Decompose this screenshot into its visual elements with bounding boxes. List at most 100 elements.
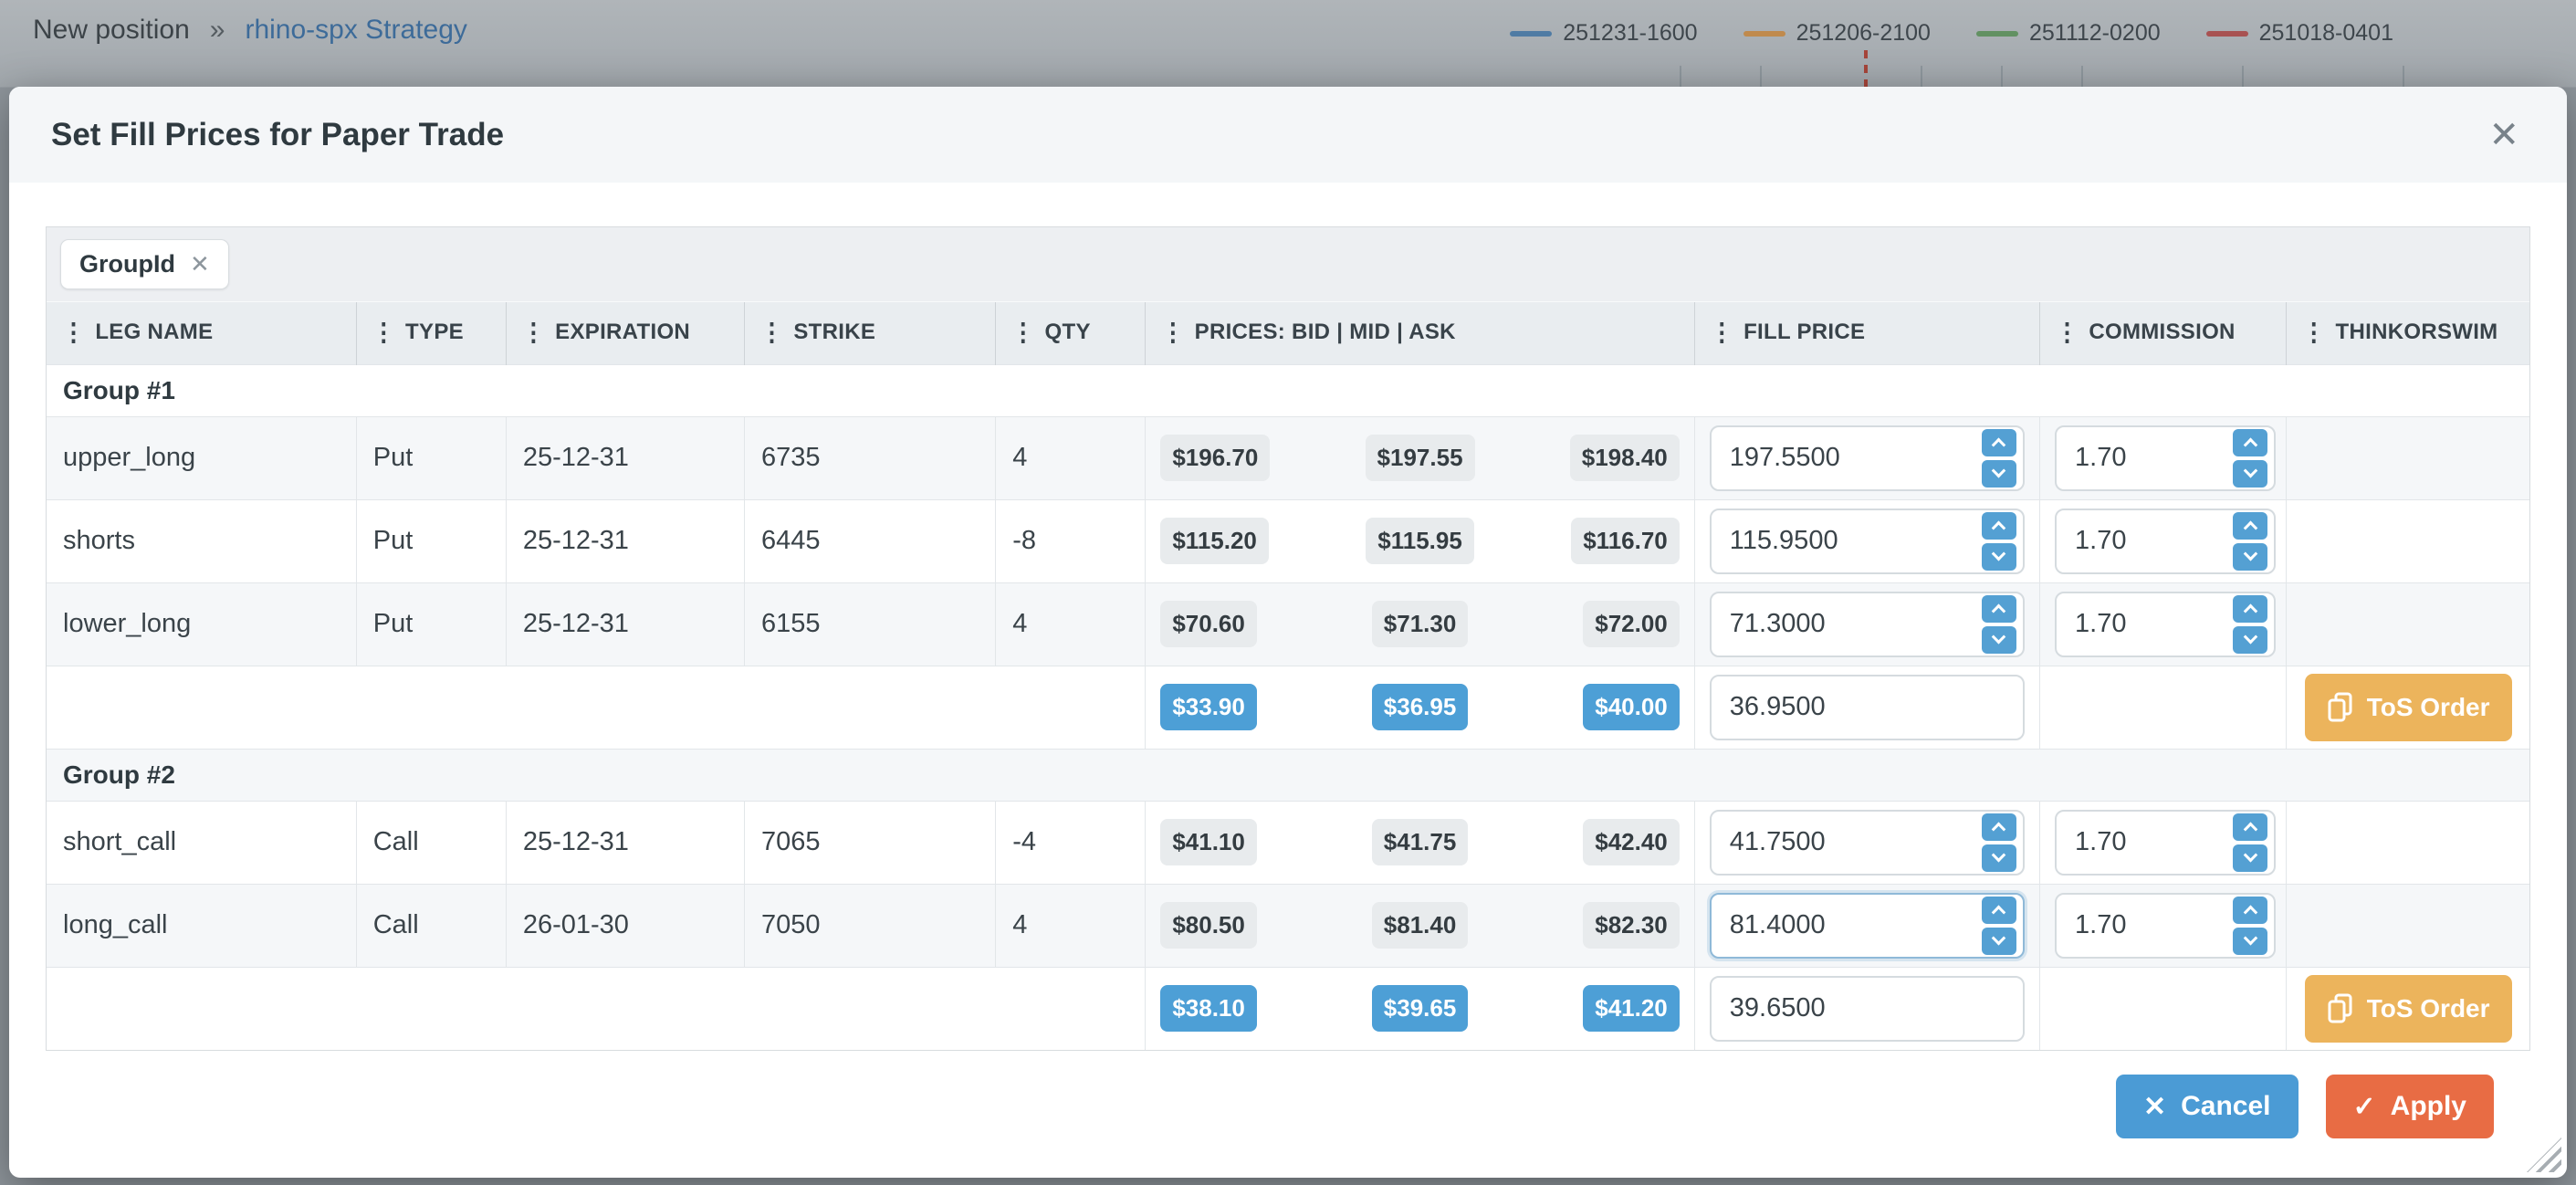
drag-handle-icon[interactable]: ⋮ — [2301, 319, 2327, 347]
spin-up-button[interactable] — [1981, 896, 2016, 924]
resize-grip-handle[interactable] — [2527, 1138, 2561, 1172]
spin-up-button[interactable] — [2233, 594, 2268, 623]
tos-order-button[interactable]: ToS Order — [2304, 974, 2512, 1043]
bid-badge: $80.50 — [1160, 902, 1257, 949]
total-fill-input[interactable] — [1711, 692, 2023, 722]
spin-down-button[interactable] — [1981, 459, 2016, 488]
commission-cell — [2039, 416, 2288, 499]
spin-up-button[interactable] — [1981, 813, 2016, 841]
fill-price-input[interactable] — [1711, 526, 2023, 556]
spin-up-button[interactable] — [2233, 813, 2268, 841]
col-header-qty[interactable]: ⋮ QTY — [995, 302, 1147, 364]
tos-order-button[interactable]: ToS Order — [2304, 673, 2512, 741]
dialog-header: Set Fill Prices for Paper Trade ✕ — [9, 87, 2567, 183]
drag-handle-icon[interactable]: ⋮ — [1709, 319, 1735, 347]
col-header-expiration[interactable]: ⋮ EXPIRATION — [506, 302, 746, 364]
breadcrumb-current: New position — [33, 15, 190, 45]
spin-up-button[interactable] — [1981, 594, 2016, 623]
strike-cell: 6445 — [744, 499, 997, 582]
spin-up-button[interactable] — [1981, 511, 2016, 540]
chevron-down-icon — [1991, 629, 2006, 645]
chevron-up-icon — [1991, 603, 2006, 619]
apply-button[interactable]: ✓ Apply — [2325, 1075, 2494, 1138]
chevron-up-icon — [2243, 603, 2257, 619]
set-fill-prices-dialog: Set Fill Prices for Paper Trade ✕ GroupI… — [9, 87, 2567, 1178]
chip-remove-icon[interactable]: ✕ — [189, 250, 210, 278]
col-header-thinkorswim[interactable]: ⋮ THINKORSWIM — [2286, 302, 2529, 364]
chevron-up-icon — [2243, 905, 2257, 920]
totals-fill-cell — [1694, 666, 2041, 749]
spin-down-button[interactable] — [2233, 459, 2268, 488]
col-header-fill-price[interactable]: ⋮ FILL PRICE — [1694, 302, 2041, 364]
breadcrumb: New position » rhino-spx Strategy — [33, 15, 467, 46]
drag-handle-icon[interactable]: ⋮ — [1011, 319, 1036, 347]
drag-handle-icon[interactable]: ⋮ — [371, 319, 397, 347]
chevron-down-icon — [1991, 546, 2006, 561]
fill-price-input[interactable] — [1711, 443, 2023, 473]
legend-item[interactable]: 251231-1600 — [1510, 20, 1698, 47]
spin-up-button[interactable] — [2233, 511, 2268, 540]
spin-up-button[interactable] — [1981, 428, 2016, 456]
close-icon[interactable]: ✕ — [2488, 114, 2519, 155]
prices-cell: $196.70 $197.55 $198.40 — [1145, 416, 1695, 499]
fill-price-cell — [1694, 884, 2041, 967]
prices-cell: $41.10 $41.75 $42.40 — [1145, 801, 1695, 884]
fill-price-input[interactable] — [1711, 609, 2023, 639]
col-header-type[interactable]: ⋮ TYPE — [356, 302, 507, 364]
spin-down-button[interactable] — [1981, 625, 2016, 654]
legend-item[interactable]: 251018-0401 — [2205, 20, 2393, 47]
spin-down-button[interactable] — [2233, 844, 2268, 872]
legend-line-swatch — [2205, 30, 2248, 37]
spin-down-button[interactable] — [2233, 542, 2268, 571]
ask-badge: $42.40 — [1583, 819, 1680, 865]
drag-handle-icon[interactable]: ⋮ — [1160, 319, 1186, 347]
groupid-chip[interactable]: GroupId ✕ — [60, 239, 229, 289]
drag-handle-icon[interactable]: ⋮ — [759, 319, 785, 347]
commission-cell — [2039, 884, 2288, 967]
drag-handle-icon[interactable]: ⋮ — [2055, 319, 2080, 347]
prices-cell: $70.60 $71.30 $72.00 — [1145, 582, 1695, 666]
spin-down-button[interactable] — [1981, 844, 2016, 872]
total-fill-input[interactable] — [1711, 993, 2023, 1024]
dialog-title: Set Fill Prices for Paper Trade — [51, 116, 505, 152]
spin-up-button[interactable] — [2233, 896, 2268, 924]
chart-legend: 251231-1600 251206-2100 251112-0200 2510… — [1510, 20, 2393, 47]
col-header-strike[interactable]: ⋮ STRIKE — [744, 302, 997, 364]
group-label: Group #1 — [63, 375, 175, 404]
leg-name-cell: shorts — [47, 499, 357, 582]
spin-down-button[interactable] — [2233, 927, 2268, 955]
fill-price-input[interactable] — [1711, 827, 2023, 857]
qty-cell: 4 — [995, 884, 1147, 967]
spin-down-button[interactable] — [1981, 927, 2016, 955]
col-header-commission[interactable]: ⋮ COMMISSION — [2039, 302, 2288, 364]
dialog-footer: ✕ Cancel ✓ Apply — [46, 1051, 2530, 1138]
leg-name-cell: lower_long — [47, 582, 357, 666]
spin-down-button[interactable] — [1981, 542, 2016, 571]
chevron-down-icon — [1991, 847, 2006, 863]
leg-name-cell: short_call — [47, 801, 357, 884]
chevron-up-icon — [2243, 520, 2257, 536]
col-header-prices[interactable]: ⋮ PRICES: BID | MID | ASK — [1145, 302, 1695, 364]
breadcrumb-strategy-link[interactable]: rhino-spx Strategy — [245, 15, 467, 45]
copy-icon — [2328, 993, 2352, 1023]
thinkorswim-cell: ToS Order — [2287, 967, 2529, 1050]
fill-price-input[interactable] — [1711, 910, 2023, 940]
ask-badge: $198.40 — [1569, 435, 1680, 481]
strike-cell: 7050 — [744, 884, 997, 967]
legend-item[interactable]: 251206-2100 — [1743, 20, 1931, 47]
drag-handle-icon[interactable]: ⋮ — [520, 319, 547, 347]
mid-badge: $71.30 — [1371, 601, 1469, 647]
commission-cell — [2039, 499, 2288, 582]
commission-stepper — [2055, 425, 2277, 491]
chevron-up-icon — [1991, 437, 2006, 453]
spin-down-button[interactable] — [2233, 625, 2268, 654]
total-ask-badge: $40.00 — [1583, 684, 1680, 730]
spin-up-button[interactable] — [2233, 428, 2268, 456]
chart-gridline — [1760, 66, 1762, 87]
col-header-leg-name[interactable]: ⋮ LEG NAME — [47, 302, 357, 364]
drag-handle-icon[interactable]: ⋮ — [61, 319, 87, 347]
commission-stepper — [2055, 809, 2277, 876]
cancel-button[interactable]: ✕ Cancel — [2115, 1075, 2299, 1138]
chart-gridline — [1680, 66, 1681, 87]
legend-item[interactable]: 251112-0200 — [1975, 20, 2161, 47]
